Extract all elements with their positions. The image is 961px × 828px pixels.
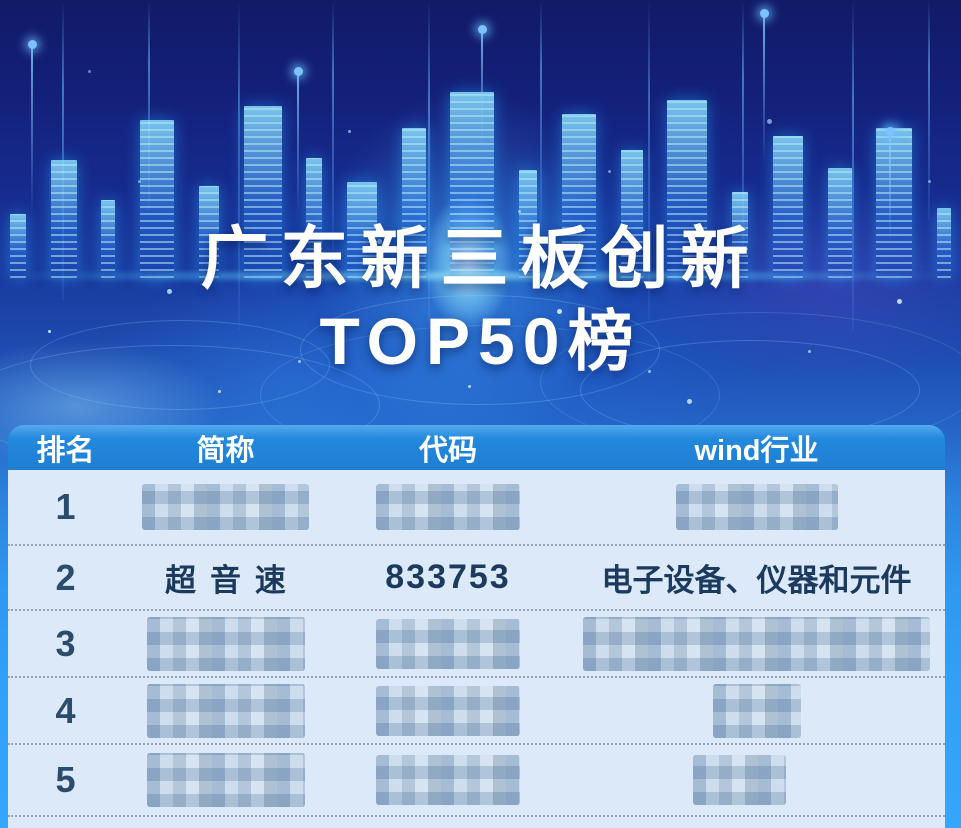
- light-pin: [27, 40, 37, 215]
- column-header-rank: 排名: [36, 434, 95, 467]
- building: [876, 128, 913, 278]
- redacted-name-block: [142, 484, 309, 530]
- column-header-industry: wind行业: [694, 434, 819, 467]
- table-row: 5: [8, 745, 945, 817]
- building: [519, 170, 538, 278]
- beam: [928, 0, 930, 220]
- code-cell: 833753: [328, 558, 568, 597]
- name-cell: [123, 683, 328, 738]
- beam: [540, 0, 542, 230]
- stock-code: 833753: [385, 558, 511, 596]
- code-cell: [328, 685, 568, 736]
- redacted-name-block: [146, 683, 305, 738]
- building: [561, 114, 596, 278]
- code-cell: [328, 484, 568, 530]
- industry-cell: [568, 755, 945, 805]
- title-line-2: TOP50榜: [319, 303, 642, 378]
- beam: [332, 0, 334, 250]
- building: [827, 168, 852, 278]
- redacted-industry-block: [693, 755, 786, 805]
- redacted-industry-block: [675, 484, 838, 530]
- light-pin: [759, 9, 769, 164]
- horizon-glow: [0, 272, 961, 280]
- building: [732, 192, 749, 278]
- title-line-1: 广东新三板创新: [200, 221, 761, 297]
- name-cell: 超音速: [123, 555, 328, 600]
- redacted-industry-block: [583, 616, 930, 671]
- industry-cell: [568, 683, 945, 738]
- city-skyline: [0, 88, 961, 278]
- column-header-code: 代码: [418, 434, 477, 467]
- name-cell: [123, 753, 328, 807]
- beam: [62, 0, 64, 300]
- beam: [852, 0, 854, 330]
- building: [101, 200, 116, 278]
- redacted-name-block: [146, 616, 305, 671]
- building: [198, 186, 219, 278]
- ranking-table: 排名 简称 代码 wind行业 1 2 超音速 833753 电子设备、仪器和元…: [8, 425, 945, 828]
- rank-cell: 3: [55, 622, 76, 664]
- redacted-code-block: [376, 618, 520, 669]
- building: [772, 136, 803, 278]
- redacted-code-block: [376, 484, 520, 530]
- building: [306, 158, 323, 278]
- table-header: 排名 简称 代码 wind行业: [8, 425, 945, 470]
- industry-cell: [568, 484, 945, 530]
- column-header-name: 简称: [196, 434, 255, 467]
- code-cell: [328, 755, 568, 805]
- beam: [148, 0, 150, 210]
- redacted-code-block: [376, 755, 520, 805]
- name-cell: [123, 484, 328, 530]
- beam: [428, 0, 430, 340]
- rank-cell: 2: [55, 556, 76, 598]
- table-row: 2 超音速 833753 电子设备、仪器和元件: [8, 546, 945, 611]
- company-name: 超音速: [165, 563, 300, 598]
- industry-cell: 电子设备、仪器和元件: [568, 555, 945, 600]
- rank-cell: 4: [55, 689, 76, 731]
- building: [667, 100, 708, 278]
- light-pin: [293, 67, 303, 212]
- redacted-name-block: [146, 753, 305, 807]
- redacted-industry-block: [712, 683, 801, 738]
- code-cell: [328, 618, 568, 669]
- name-cell: [123, 616, 328, 671]
- building: [347, 182, 378, 278]
- table-row: 4: [8, 678, 945, 745]
- rank-cell: 1: [55, 486, 76, 527]
- building: [620, 150, 643, 278]
- page-title: 广东新三板创新 TOP50榜: [0, 222, 961, 377]
- beam: [742, 0, 744, 260]
- building: [401, 128, 426, 278]
- table-row: 1: [8, 470, 945, 546]
- building: [936, 208, 951, 278]
- industry-cell: [568, 616, 945, 671]
- table-body: 1 2 超音速 833753 电子设备、仪器和元件 3 4: [8, 470, 945, 828]
- sparkle-dots: [48, 330, 51, 333]
- building: [10, 214, 26, 278]
- building: [450, 92, 495, 278]
- table-row: 3: [8, 611, 945, 678]
- light-pin: [477, 25, 487, 150]
- building: [243, 106, 282, 278]
- light-pin: [885, 127, 895, 242]
- rank-cell: 5: [55, 759, 76, 800]
- industry-name: 电子设备、仪器和元件: [601, 563, 912, 598]
- building: [50, 160, 77, 278]
- redacted-code-block: [376, 685, 520, 736]
- building: [140, 120, 175, 278]
- beam: [648, 0, 650, 320]
- beam: [238, 0, 240, 330]
